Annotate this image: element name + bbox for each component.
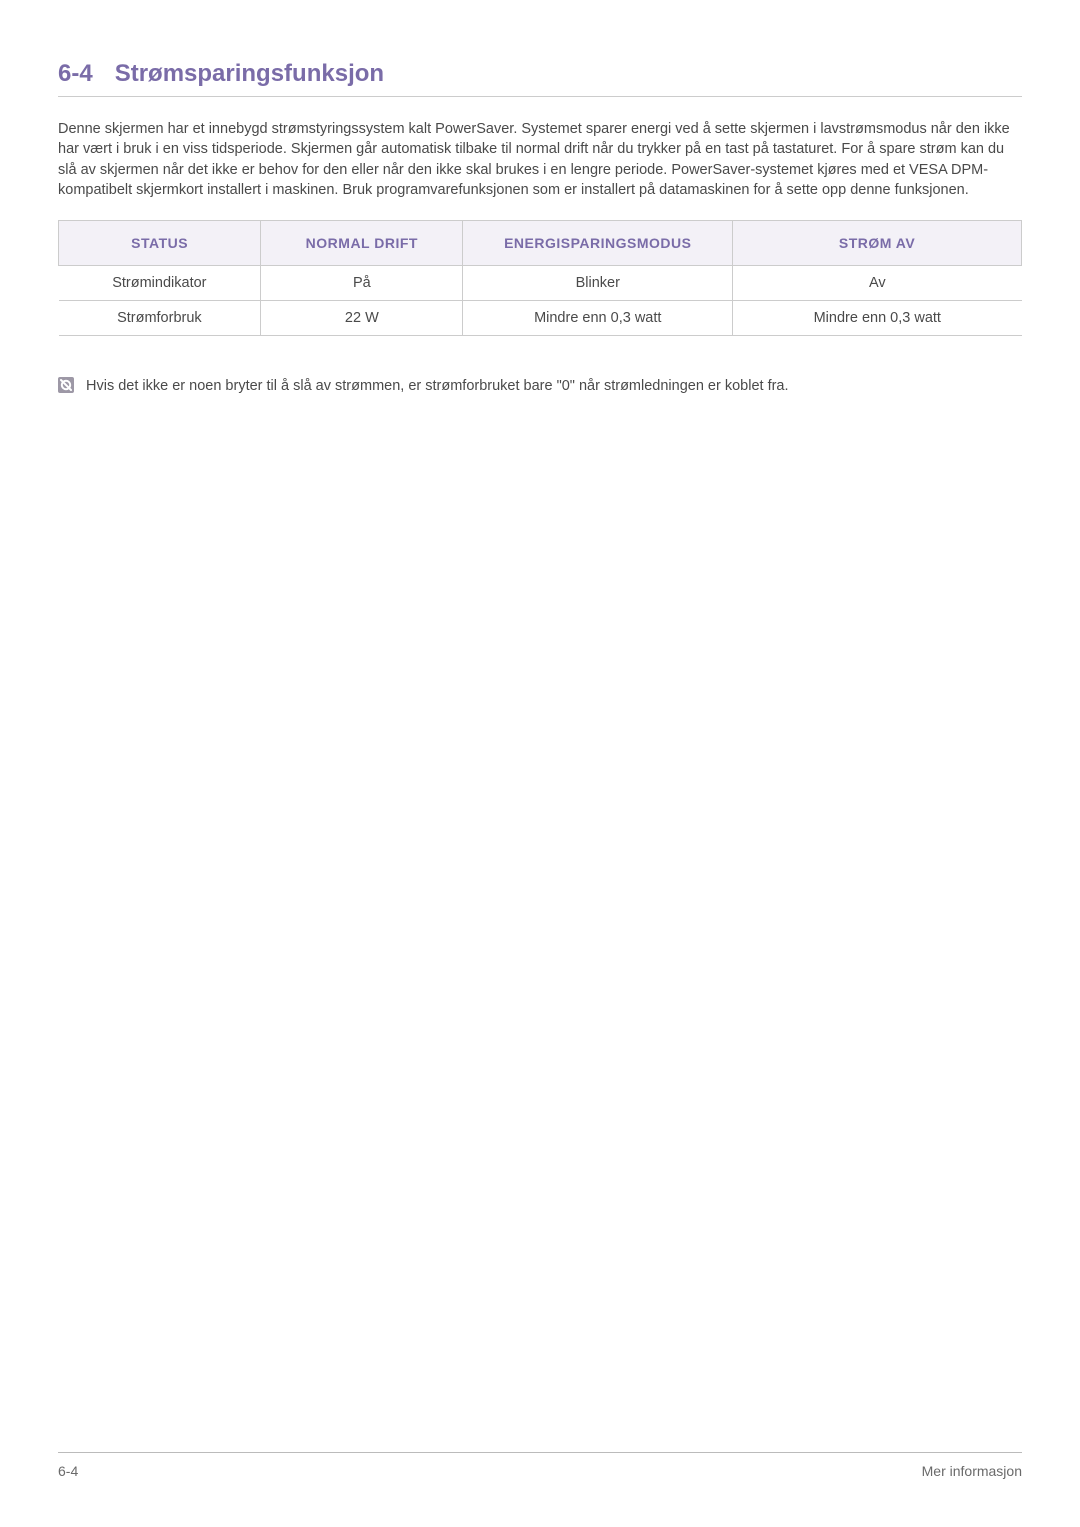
- power-table: STATUS NORMAL DRIFT ENERGISPARINGSMODUS …: [58, 220, 1022, 336]
- table-cell: Strømforbruk: [59, 301, 261, 336]
- table-cell: 22 W: [261, 301, 463, 336]
- section-header: 6-4 Strømsparingsfunksjon: [58, 60, 1022, 97]
- footer-right: Mer informasjon: [922, 1463, 1022, 1479]
- table-row: Strømforbruk 22 W Mindre enn 0,3 watt Mi…: [59, 301, 1022, 336]
- table-header-row: STATUS NORMAL DRIFT ENERGISPARINGSMODUS …: [59, 221, 1022, 266]
- page-content: 6-4 Strømsparingsfunksjon Denne skjermen…: [0, 0, 1080, 396]
- intro-paragraph: Denne skjermen har et innebygd strømstyr…: [58, 119, 1022, 200]
- note-icon: [58, 377, 74, 393]
- table-row: Strømindikator På Blinker Av: [59, 266, 1022, 301]
- table-header-status: STATUS: [59, 221, 261, 266]
- footer-left: 6-4: [58, 1463, 78, 1479]
- page-footer: 6-4 Mer informasjon: [58, 1452, 1022, 1479]
- table-cell: Av: [733, 266, 1022, 301]
- note: Hvis det ikke er noen bryter til å slå a…: [58, 376, 1022, 396]
- section-title: Strømsparingsfunksjon: [115, 60, 384, 88]
- section-number: 6-4: [58, 60, 93, 88]
- table-header-energysaving: ENERGISPARINGSMODUS: [463, 221, 733, 266]
- table-header-normal: NORMAL DRIFT: [261, 221, 463, 266]
- note-text: Hvis det ikke er noen bryter til å slå a…: [86, 376, 789, 396]
- table-cell: Mindre enn 0,3 watt: [733, 301, 1022, 336]
- table-header-off: STRØM AV: [733, 221, 1022, 266]
- table-cell: Blinker: [463, 266, 733, 301]
- table-cell: På: [261, 266, 463, 301]
- table-cell: Strømindikator: [59, 266, 261, 301]
- table-cell: Mindre enn 0,3 watt: [463, 301, 733, 336]
